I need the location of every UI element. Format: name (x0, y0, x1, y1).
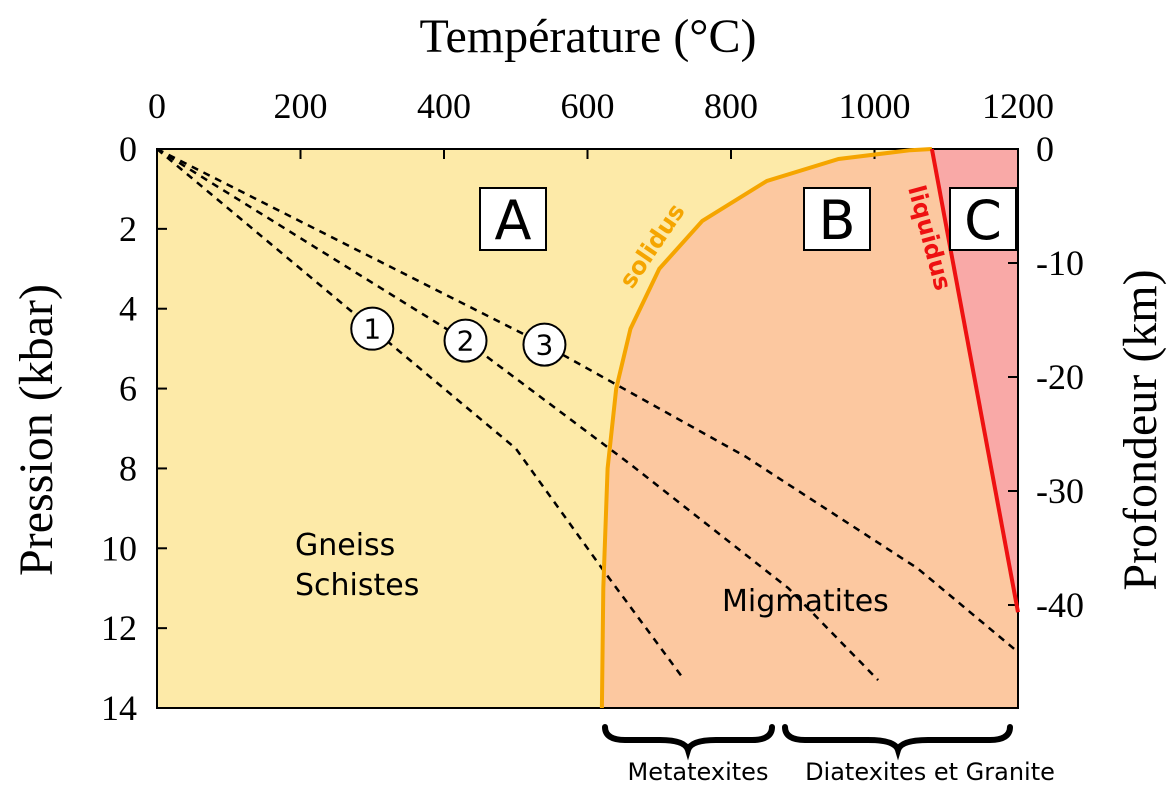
zone-a-fill (157, 149, 932, 708)
gradient-2-marker (443, 318, 488, 363)
gradient-3-marker (522, 322, 567, 367)
x-tick-label: 800 (704, 86, 758, 126)
rock-label-schistes: Schistes (295, 568, 419, 603)
x-tick-label: 1200 (982, 86, 1054, 126)
zone-a-box: A (479, 187, 547, 252)
zone-a-label: A (495, 189, 532, 252)
gradient-1-marker (350, 306, 395, 351)
gradient-1-curve (156, 148, 686, 681)
metatexites-bracket (602, 724, 775, 761)
gradient-2-curve (156, 147, 879, 681)
y-tick-label: 0 (119, 129, 137, 169)
zone-b-label: B (818, 189, 855, 252)
y2-tick-label: -30 (1036, 471, 1084, 511)
zone-c-label: C (964, 189, 1002, 252)
y2-tick-label: -40 (1036, 585, 1084, 625)
bracket-label-metatexites: Metatexites (628, 758, 769, 785)
gradient-1-label: 1 (363, 313, 381, 346)
gradient-2-label: 2 (457, 325, 475, 358)
rock-label-gneiss: Gneiss (295, 528, 395, 563)
bracket-label-diatexites: Diatexites et Granite (805, 758, 1055, 785)
y-tick-label: 6 (119, 369, 137, 409)
x-tick-label: 400 (417, 86, 471, 126)
geotherm-gradients: 1 2 3 (156, 147, 1019, 681)
y2-tick-label: 0 (1036, 129, 1054, 169)
y2-axis-title: Profondeur (km) (1114, 269, 1167, 590)
zone-c-box: C (949, 187, 1017, 252)
rock-label-migmatites: Migmatites (722, 584, 889, 619)
y-tick-label: 10 (101, 528, 137, 568)
solidus-curve (599, 147, 933, 709)
y-axis-ticks: 0 2 4 6 8 10 12 14 (101, 129, 167, 728)
y-tick-label: 2 (119, 209, 137, 249)
y-tick-label: 4 (119, 289, 137, 329)
zone-b-box: B (803, 187, 871, 252)
gradient-3-label: 3 (536, 329, 554, 362)
zone-b-fill (601, 149, 1018, 708)
x-tick-label: 600 (561, 86, 615, 126)
diatexites-bracket (782, 724, 1013, 761)
x-axis-ticks: 0 200 400 600 800 1000 1200 (148, 86, 1054, 159)
x-axis-title: Température (°C) (419, 10, 756, 63)
y-tick-label: 8 (119, 448, 137, 488)
y-tick-label: 14 (101, 688, 137, 728)
x-tick-label: 1000 (839, 86, 911, 126)
x-tick-label: 200 (274, 86, 328, 126)
y2-tick-label: -20 (1036, 357, 1084, 397)
y2-tick-label: -10 (1036, 243, 1084, 283)
y-axis-title: Pression (kbar) (10, 284, 63, 576)
y-tick-label: 12 (101, 608, 137, 648)
gradient-3-curve (156, 147, 1019, 654)
x-tick-label: 0 (148, 86, 166, 126)
liquidus-curve (929, 148, 1020, 613)
y2-axis-ticks: 0 -10 -20 -30 -40 (1008, 129, 1084, 625)
